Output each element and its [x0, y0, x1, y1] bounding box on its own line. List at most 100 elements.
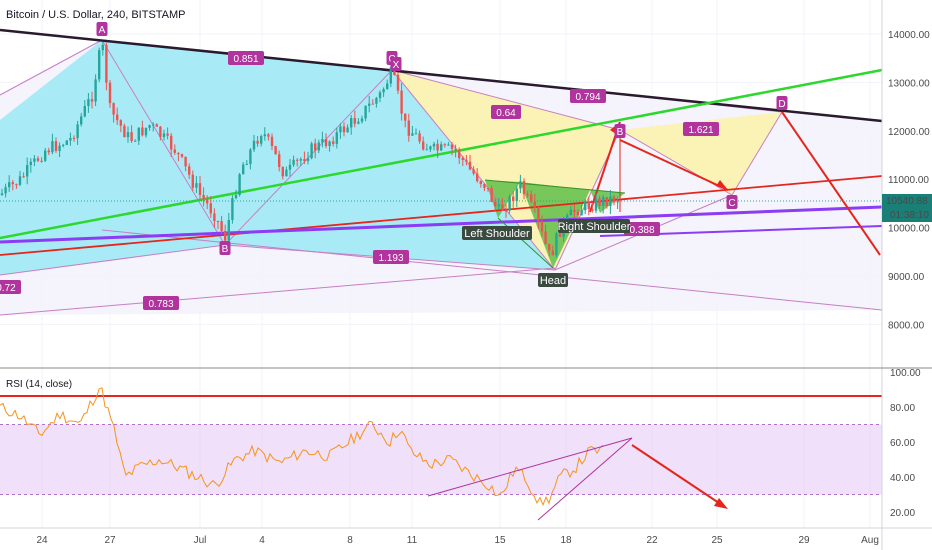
- fib-ratio: 0.794: [570, 89, 606, 103]
- projection-drop: [781, 111, 881, 256]
- fib-ratio-bg: [373, 250, 409, 264]
- candle-body: [519, 181, 522, 189]
- yellow-triangle-right: [620, 112, 782, 195]
- candle-body: [303, 159, 306, 162]
- left-shoulder-label-bg: [462, 226, 532, 240]
- candle-body: [263, 134, 266, 137]
- harmonic-point-a-text: A: [99, 25, 106, 36]
- candle-body: [537, 207, 540, 222]
- right-shoulder-label-text: Right Shoulder: [558, 221, 631, 233]
- candle-body: [285, 169, 288, 177]
- head-label-bg: [538, 273, 568, 287]
- candle-body: [141, 127, 144, 136]
- candle-body: [148, 125, 151, 128]
- fib-ratio-text: 0.783: [148, 299, 173, 310]
- candle-body: [267, 134, 270, 137]
- time-tick-label: 29: [798, 535, 810, 546]
- candle-body: [216, 221, 220, 223]
- candle-body: [551, 250, 554, 256]
- fib-ratio: 0.851: [228, 51, 264, 65]
- candle-body: [591, 209, 594, 211]
- candle-body: [87, 99, 90, 107]
- candle-body: [65, 140, 68, 145]
- candle-body: [213, 213, 216, 222]
- candle-body: [566, 215, 569, 222]
- candle-body: [22, 176, 25, 178]
- candle-body: [260, 136, 263, 144]
- candle-body: [317, 142, 320, 151]
- candle-body: [191, 174, 194, 188]
- candle-body: [94, 79, 97, 102]
- candle-body: [508, 196, 511, 211]
- candle-body: [29, 161, 32, 166]
- candle-body: [526, 194, 529, 196]
- head-label-text: Head: [540, 275, 566, 287]
- time-tick-label: 24: [36, 535, 48, 546]
- candle-body: [602, 197, 605, 206]
- harmonic-point-b-bg: [219, 241, 231, 255]
- candle-body: [540, 221, 544, 232]
- candle-body: [36, 158, 40, 161]
- candle-body: [447, 144, 450, 146]
- countdown-value: 01:38:10: [890, 210, 929, 221]
- candle-body: [360, 118, 364, 122]
- candle-body: [72, 137, 76, 139]
- candle-body: [357, 121, 360, 124]
- chart-title: Bitcoin / U.S. Dollar, 240, BITSTAMP: [6, 9, 186, 21]
- candle-body: [389, 67, 392, 84]
- candle-body: [292, 159, 295, 165]
- fib-ratio-bg: [683, 122, 719, 136]
- candle-body: [530, 194, 533, 202]
- candle-body: [479, 181, 482, 184]
- rsi-projection-arrow: [631, 444, 723, 506]
- right-shoulder-label-bg: [558, 219, 630, 233]
- harmonic-point-c-bg: [726, 195, 738, 209]
- candle-body: [245, 164, 248, 166]
- fib-ratio: 0.388: [624, 222, 660, 236]
- fib-ratio-text: 0.388: [629, 225, 654, 236]
- candle-body: [418, 133, 421, 142]
- fib-ratio-text: 0.794: [575, 92, 600, 103]
- candle-body: [18, 176, 22, 185]
- cyan-triangle-left: [0, 40, 225, 275]
- candle-body: [440, 144, 443, 151]
- candle-body: [396, 74, 400, 91]
- candle-body: [299, 159, 302, 161]
- candle-body: [324, 139, 328, 147]
- candle-body: [533, 201, 536, 208]
- candle-body: [515, 188, 518, 201]
- candle-body: [335, 132, 338, 144]
- candle-body: [47, 150, 50, 153]
- candle-body: [62, 144, 65, 146]
- candle-body: [26, 165, 29, 177]
- harmonic-point-b: B: [219, 241, 231, 255]
- harmonic-point-b-text: B: [617, 127, 624, 138]
- candle-body: [483, 183, 486, 188]
- candle-body: [159, 126, 162, 138]
- candle-body: [166, 133, 169, 136]
- harmonic-point-a-bg: [96, 22, 108, 36]
- leg-line: [0, 39, 103, 96]
- rsi-tick-label: 60.00: [890, 438, 915, 449]
- rsi-tick-label: 80.00: [890, 403, 915, 414]
- candle-body: [144, 127, 148, 136]
- hs-outline: [484, 179, 626, 194]
- rsi-line: [0, 387, 604, 507]
- candle-body: [461, 158, 464, 160]
- fib-ratio-text: 0.851: [233, 54, 258, 65]
- harmonic-point-x-bg: [390, 57, 402, 71]
- purple-support-line: [0, 205, 883, 244]
- leg-line: [101, 39, 226, 246]
- price-tick-label: 11000.00: [888, 175, 929, 186]
- red-trendline: [0, 175, 883, 256]
- candle-body: [587, 201, 590, 210]
- fib-ratio: 0.72: [0, 280, 21, 294]
- candle-body: [0, 193, 4, 195]
- candle-body: [180, 154, 184, 157]
- candle-body: [371, 103, 374, 105]
- candle-body: [616, 201, 619, 203]
- candle-body: [184, 156, 187, 167]
- candle-body: [155, 124, 158, 127]
- candle-body: [112, 103, 115, 115]
- candle-body: [407, 120, 410, 136]
